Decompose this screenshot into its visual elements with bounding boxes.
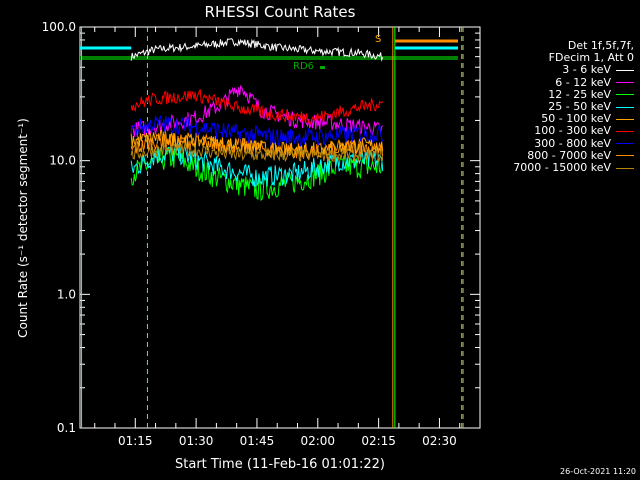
- legend-entry: 7000 - 15000 keV: [484, 161, 634, 175]
- legend-entry: 25 - 50 keV: [484, 100, 634, 114]
- legend-entry: 6 - 12 keV: [484, 75, 634, 89]
- x-tick-label: 01:30: [179, 434, 214, 448]
- y-tick-label: 100.0: [42, 20, 76, 34]
- series-line: [130, 88, 384, 125]
- legend-entry: 12 - 25 keV: [484, 87, 634, 101]
- legend-entry: 50 - 100 keV: [484, 113, 634, 125]
- legend-label: 100 - 300 keV: [534, 124, 611, 138]
- legend-label: 800 - 7000 keV: [527, 148, 611, 162]
- legend-entry: 800 - 7000 keV: [484, 148, 634, 162]
- x-axis-label: Start Time (11-Feb-16 01:01:22): [175, 457, 385, 472]
- series-line: [130, 143, 384, 187]
- annotation-rd6: RD6: [293, 61, 314, 72]
- series-line: [130, 129, 384, 160]
- legend-entry: 100 - 300 keV: [484, 125, 634, 137]
- legend-header-detectors: Det 1f,5f,7f,: [567, 39, 634, 52]
- legend-swatch: [616, 106, 634, 108]
- plot-area: 0.1 1.0 10.0 100.0 01:15 01:30 01:45 02:00 02:15…: [42, 20, 481, 448]
- legend-label: 7000 - 15000 keV: [513, 161, 611, 175]
- y-tick-label: 0.1: [57, 421, 76, 435]
- legend-label: 300 - 800 keV: [534, 136, 611, 150]
- legend-swatch: [616, 70, 634, 71]
- annotation-s: S: [375, 34, 381, 45]
- chart-title: RHESSI Count Rates: [205, 3, 356, 21]
- legend-entry: 300 - 800 keV: [484, 136, 634, 150]
- legend-label: 3 - 6 keV: [562, 63, 611, 77]
- legend-label: 25 - 50 keV: [548, 100, 611, 114]
- legend-swatch: [616, 82, 634, 84]
- legend-header-decimation: FDecim 1, Att 0: [548, 51, 634, 65]
- x-tick-label: 02:30: [422, 434, 457, 448]
- legend-label: 12 - 25 keV: [548, 87, 611, 101]
- series-line: [130, 142, 384, 163]
- plot-frame: [79, 26, 481, 429]
- y-axis-label: Count Rate (s⁻¹ detector segment⁻¹): [16, 118, 30, 338]
- y-tick-label: 10.0: [49, 154, 76, 168]
- legend: Det 1f,5f,7f, FDecim 1, Att 0 3 - 6 keV 6…: [484, 39, 634, 175]
- legend-swatch: [616, 94, 634, 96]
- timestamp-footer: 26-Oct-2021 11:20: [560, 467, 636, 476]
- y-tick-label: 1.0: [57, 287, 76, 301]
- legend-swatch: [616, 167, 634, 169]
- x-tick-label: 02:15: [361, 434, 396, 448]
- series-line: [130, 84, 384, 137]
- series-line: [130, 114, 384, 148]
- x-tick-label: 01:15: [118, 434, 153, 448]
- legend-swatch: [616, 143, 634, 145]
- x-tick-label: 02:00: [300, 434, 335, 448]
- legend-label: 6 - 12 keV: [555, 75, 611, 89]
- rd6-marker: [320, 66, 325, 69]
- legend-entry: 3 - 6 keV: [484, 64, 634, 76]
- legend-label: 50 - 100 keV: [541, 112, 611, 126]
- x-tick-label: 01:45: [240, 434, 275, 448]
- legend-swatch: [616, 131, 634, 133]
- legend-swatch: [616, 155, 634, 157]
- legend-swatch: [616, 118, 634, 120]
- series-line: [130, 38, 384, 62]
